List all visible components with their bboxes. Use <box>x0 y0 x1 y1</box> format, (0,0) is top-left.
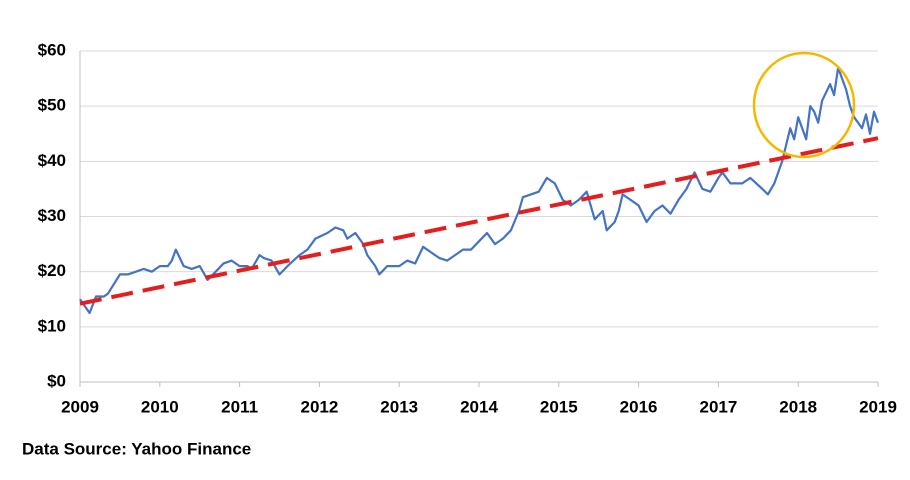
x-tick-label: 2014 <box>460 397 498 416</box>
source-note: Data Source: Yahoo Finance <box>22 439 251 458</box>
y-tick-label: $50 <box>38 96 66 115</box>
y-tick-label: $0 <box>47 371 66 390</box>
x-tick-label: 2011 <box>221 397 258 416</box>
x-tick-label: 2015 <box>540 397 578 416</box>
x-tick-label: 2017 <box>699 397 737 416</box>
price-line <box>79 66 880 315</box>
y-tick-label: $60 <box>38 40 66 59</box>
x-tick-label: 2016 <box>620 397 658 416</box>
x-tick-label: 2013 <box>380 397 418 416</box>
y-tick-label: $30 <box>38 206 66 225</box>
trend-line <box>79 136 879 306</box>
x-tick-label: 2009 <box>61 397 99 416</box>
y-tick-label: $20 <box>38 261 66 280</box>
x-tick-label: 2018 <box>779 397 817 416</box>
y-tick-label: $40 <box>38 151 66 170</box>
x-tick-label: 2010 <box>141 397 179 416</box>
x-tick-label: 2012 <box>300 397 338 416</box>
y-tick-label: $10 <box>38 316 66 335</box>
x-tick-label: 2019 <box>859 397 897 416</box>
highlight-ellipse <box>752 51 856 159</box>
